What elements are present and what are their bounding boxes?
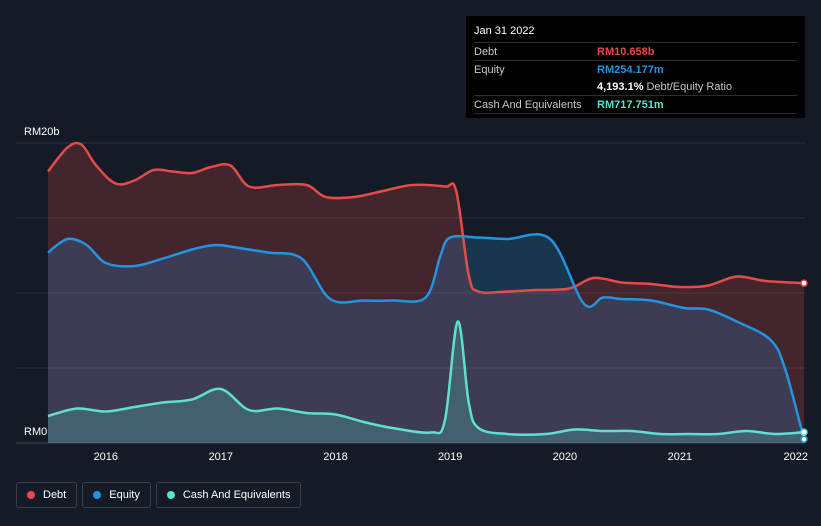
x-tick-label: 2022 xyxy=(784,451,808,463)
legend-item-equity[interactable]: Equity xyxy=(82,482,151,508)
tooltip-row-debt: Debt RM10.658b xyxy=(474,42,797,60)
chart-markers xyxy=(800,279,808,443)
chart-tooltip: Jan 31 2022 Debt RM10.658b Equity RM254.… xyxy=(466,16,805,118)
line-debt xyxy=(47,141,805,295)
x-tick-label: 2020 xyxy=(553,451,577,463)
tooltip-key-equity: Equity xyxy=(474,63,505,76)
tooltip-value-cash: RM717.751m xyxy=(597,98,664,111)
chart-lines xyxy=(47,141,806,440)
area-cash-and-equivalents xyxy=(48,321,804,443)
legend-dot-equity xyxy=(93,491,102,499)
legend-dot-debt xyxy=(27,491,35,499)
area-equity xyxy=(48,234,804,443)
tooltip-value-ratio: 4,193.1% xyxy=(597,80,644,93)
legend-dot-cash xyxy=(166,491,175,499)
tooltip-value-debt: RM10.658b xyxy=(597,45,655,58)
legend-label-cash: Cash And Equivalents xyxy=(182,489,291,501)
x-tick-label: 2016 xyxy=(94,451,118,463)
end-marker-debt xyxy=(800,279,808,287)
x-tick-label: 2018 xyxy=(323,451,347,463)
legend-label-debt: Debt xyxy=(43,489,67,501)
x-tick-label: 2019 xyxy=(438,451,462,463)
tooltip-ratio-label: Debt/Equity Ratio xyxy=(646,80,733,93)
chart-grid xyxy=(16,142,805,444)
line-equity xyxy=(47,233,806,440)
legend-item-debt[interactable]: Debt xyxy=(16,482,78,508)
x-axis-ticks: 2016 2017 2018 2019 2020 2021 2022 xyxy=(94,451,808,463)
tooltip-row-equity: Equity RM254.177m xyxy=(474,60,797,78)
chart-legend: Debt Equity Cash And Equivalents xyxy=(16,482,302,508)
tooltip-row-cash: Cash And Equivalents RM717.751m xyxy=(474,95,797,114)
legend-item-cash[interactable]: Cash And Equivalents xyxy=(155,482,302,508)
chart-areas xyxy=(48,142,804,444)
area-debt xyxy=(48,142,804,444)
tooltip-key-debt: Debt xyxy=(474,45,498,58)
x-tick-label: 2021 xyxy=(668,451,692,463)
y-axis-top-label: RM20b xyxy=(24,126,59,138)
end-marker-cash-and-equivalents xyxy=(800,428,808,436)
tooltip-row-ratio: 4,193.1% Debt/Equity Ratio xyxy=(474,78,797,95)
line-cash-and-equivalents xyxy=(47,320,805,436)
tooltip-key-cash: Cash And Equivalents xyxy=(474,98,582,111)
legend-label-equity: Equity xyxy=(109,489,140,501)
tooltip-value-equity: RM254.177m xyxy=(597,63,664,76)
y-axis-bottom-label: RM0 xyxy=(24,426,47,438)
x-tick-label: 2017 xyxy=(209,451,233,463)
tooltip-date: Jan 31 2022 xyxy=(474,25,535,37)
end-marker-equity xyxy=(800,435,808,443)
